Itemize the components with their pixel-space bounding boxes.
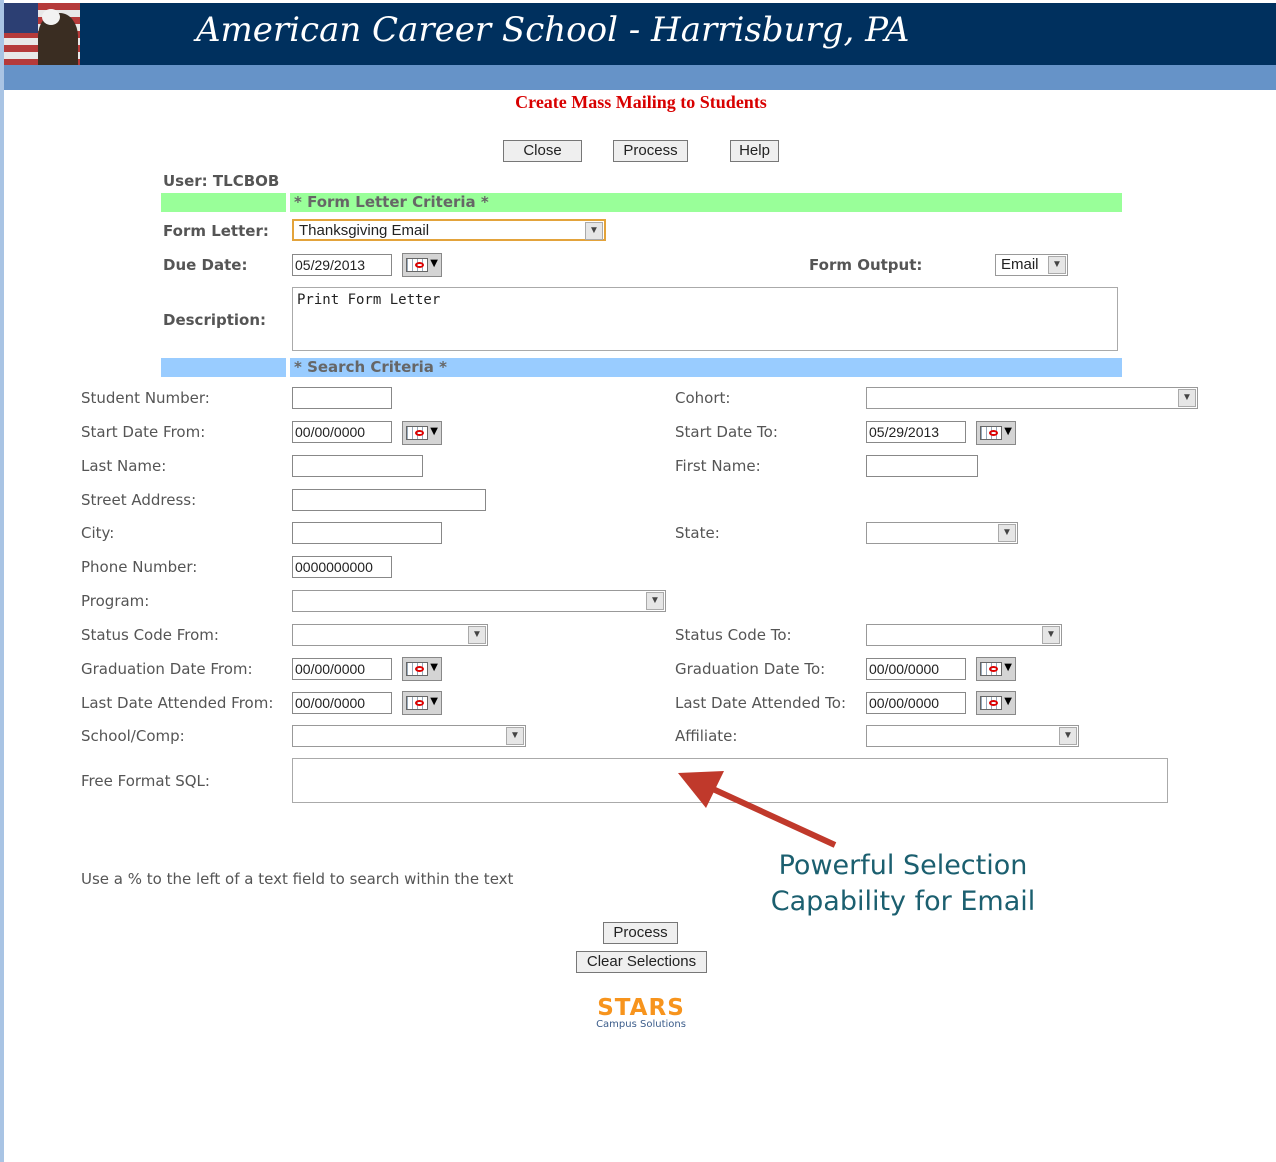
user-label: User: TLCBOB: [163, 172, 280, 190]
header-banner: [4, 3, 1276, 65]
chevron-down-icon: ▼: [506, 727, 524, 745]
header-band: [4, 65, 1276, 90]
graduation-date-to-input[interactable]: 00/00/0000: [866, 658, 966, 680]
last-date-attended-to-label: Last Date Attended To:: [675, 694, 847, 712]
form-letter-value: Thanksgiving Email: [299, 222, 430, 239]
last-date-attended-from-label: Last Date Attended From:: [81, 694, 274, 712]
chevron-down-icon: ▼: [1048, 256, 1066, 274]
calendar-icon[interactable]: ▼: [976, 691, 1016, 715]
last-date-attended-from-input[interactable]: 00/00/0000: [292, 692, 392, 714]
form-output-value: Email: [1001, 256, 1039, 273]
chevron-down-icon: ▼: [998, 524, 1016, 542]
arrow-head: [678, 771, 724, 808]
free-format-sql-label: Free Format SQL:: [81, 772, 210, 790]
student-number-label: Student Number:: [81, 389, 210, 407]
city-input[interactable]: [292, 522, 442, 544]
search-hint: Use a % to the left of a text field to s…: [81, 870, 514, 888]
calendar-icon[interactable]: ▼: [402, 253, 442, 277]
calendar-icon[interactable]: ▼: [976, 421, 1016, 445]
form-letter-select[interactable]: Thanksgiving Email ▼: [292, 219, 606, 241]
school-title: American Career School - Harrisburg, PA: [196, 10, 910, 50]
search-criteria-header: * Search Criteria *: [290, 358, 1122, 377]
process-button-bottom[interactable]: Process: [603, 922, 678, 944]
calendar-icon[interactable]: ▼: [402, 657, 442, 681]
affiliate-label: Affiliate:: [675, 727, 738, 745]
last-name-input[interactable]: [292, 455, 423, 477]
logo-sub: Campus Solutions: [596, 1019, 686, 1030]
clear-selections-button[interactable]: Clear Selections: [576, 951, 707, 973]
form-letter-label: Form Letter:: [163, 222, 269, 240]
calendar-icon[interactable]: ▼: [402, 421, 442, 445]
status-code-to-label: Status Code To:: [675, 626, 792, 644]
status-code-to-select[interactable]: ▼: [866, 624, 1062, 646]
last-date-attended-to-input[interactable]: 00/00/0000: [866, 692, 966, 714]
start-date-from-input[interactable]: 00/00/0000: [292, 421, 392, 443]
chevron-down-icon: ▼: [1042, 626, 1060, 644]
graduation-date-from-label: Graduation Date From:: [81, 660, 253, 678]
logo-name: STARS: [597, 995, 685, 1021]
program-select[interactable]: ▼: [292, 590, 666, 612]
process-button-top[interactable]: Process: [613, 140, 688, 162]
cohort-label: Cohort:: [675, 389, 731, 407]
arrow-shaft: [700, 781, 837, 848]
chevron-down-icon: ▼: [585, 222, 603, 240]
first-name-label: First Name:: [675, 457, 761, 475]
description-textarea[interactable]: Print Form Letter: [292, 287, 1118, 351]
start-date-to-input[interactable]: 05/29/2013: [866, 421, 966, 443]
description-label: Description:: [163, 311, 267, 329]
graduation-date-from-input[interactable]: 00/00/0000: [292, 658, 392, 680]
last-name-label: Last Name:: [81, 457, 167, 475]
calendar-icon[interactable]: ▼: [976, 657, 1016, 681]
callout-text: Powerful Selection Capability for Email: [740, 848, 1066, 920]
state-select[interactable]: ▼: [866, 522, 1018, 544]
school-comp-select[interactable]: ▼: [292, 725, 526, 747]
start-date-to-label: Start Date To:: [675, 423, 778, 441]
stars-logo: STARS Campus Solutions: [580, 996, 702, 1030]
form-letter-criteria-header: * Form Letter Criteria *: [290, 193, 1122, 212]
callout-line-2: Capability for Email: [770, 886, 1036, 917]
callout-line-1: Powerful Selection: [778, 850, 1028, 881]
left-border: [0, 0, 4, 1162]
chevron-down-icon: ▼: [1178, 389, 1196, 407]
school-comp-label: School/Comp:: [81, 727, 185, 745]
calendar-icon[interactable]: ▼: [402, 691, 442, 715]
affiliate-select[interactable]: ▼: [866, 725, 1079, 747]
help-button[interactable]: Help: [730, 140, 779, 162]
graduation-date-to-label: Graduation Date To:: [675, 660, 826, 678]
page-title: Create Mass Mailing to Students: [515, 92, 767, 112]
chevron-down-icon: ▼: [646, 592, 664, 610]
form-output-select[interactable]: Email ▼: [995, 254, 1068, 276]
section-spacer: [161, 193, 286, 212]
start-date-from-label: Start Date From:: [81, 423, 206, 441]
flag-eagle-image: [4, 3, 80, 65]
street-address-input[interactable]: [292, 489, 486, 511]
chevron-down-icon: ▼: [468, 626, 486, 644]
phone-number-input[interactable]: 0000000000: [292, 556, 392, 578]
student-number-input[interactable]: [292, 387, 392, 409]
first-name-input[interactable]: [866, 455, 978, 477]
due-date-label: Due Date:: [163, 256, 248, 274]
program-label: Program:: [81, 592, 150, 610]
status-code-from-label: Status Code From:: [81, 626, 219, 644]
form-output-label: Form Output:: [809, 256, 923, 274]
due-date-input[interactable]: 05/29/2013: [292, 254, 392, 276]
chevron-down-icon: ▼: [1059, 727, 1077, 745]
close-button[interactable]: Close: [503, 140, 582, 162]
city-label: City:: [81, 524, 115, 542]
cohort-select[interactable]: ▼: [866, 387, 1198, 409]
phone-number-label: Phone Number:: [81, 558, 198, 576]
status-code-from-select[interactable]: ▼: [292, 624, 488, 646]
state-label: State:: [675, 524, 720, 542]
street-address-label: Street Address:: [81, 491, 197, 509]
section-spacer: [161, 358, 286, 377]
